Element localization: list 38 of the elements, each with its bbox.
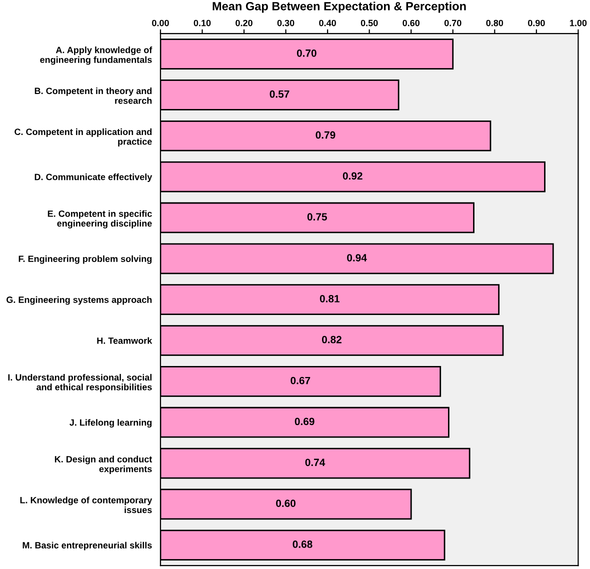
data-label: 0.82 (322, 336, 342, 344)
x-tick-label: 0.80 (486, 20, 504, 26)
x-tick-label: 0.90 (528, 20, 545, 26)
y-tick-label: J. Lifelong learning (70, 419, 152, 428)
data-label: 0.67 (290, 376, 310, 384)
y-tick-label: H. Teamwork (97, 337, 152, 344)
data-label: 0.94 (347, 254, 367, 262)
x-tick-label: 0.50 (360, 20, 378, 26)
chart-title: Mean Gap Between Expectation & Perception (212, 2, 466, 13)
data-label: 0.69 (294, 418, 314, 426)
data-label: 0.75 (307, 213, 327, 221)
y-tick-label: L. Knowledge of contemporary issues (20, 496, 152, 514)
y-tick-label: C. Competent in application and practice (14, 128, 152, 147)
data-label: 0.68 (292, 540, 312, 548)
y-tick-label: A. Apply knowledge of engineering fundamentals (40, 46, 152, 65)
data-label: 0.92 (342, 172, 362, 180)
data-label: 0.81 (320, 295, 340, 302)
y-tick-label: D. Communicate effectively (34, 174, 152, 182)
y-tick-label: K. Design and conduct experiments (54, 456, 152, 474)
data-label: 0.60 (276, 500, 296, 507)
y-tick-label: G. Engineering systems approach (6, 296, 152, 305)
x-tick-label: 0.20 (236, 20, 252, 26)
data-label: 0.57 (270, 90, 290, 98)
x-tick-label: 0.30 (277, 20, 294, 26)
y-tick-label: B. Competent in theory and research (34, 87, 152, 104)
x-tick-label: 0.60 (402, 20, 420, 26)
data-label: 0.70 (296, 49, 316, 57)
y-tick-label: E. Competent in specific engineering discipline (48, 210, 152, 228)
x-tick-label: 0.70 (444, 20, 462, 26)
x-tick-label: 0.40 (319, 20, 336, 26)
data-label: 0.79 (316, 131, 336, 139)
y-tick-label: M. Basic entrepreneurial skills (22, 542, 152, 550)
y-tick-label: I. Understand professional, social and ethical responsibilities (8, 374, 152, 392)
x-tick-label: 0.10 (194, 20, 211, 26)
data-label: 0.74 (305, 458, 326, 466)
y-tick-label: F. Engineering problem solving (18, 255, 152, 264)
x-tick-label: 0.00 (152, 20, 169, 26)
x-tick-label: 1.00 (570, 20, 587, 26)
